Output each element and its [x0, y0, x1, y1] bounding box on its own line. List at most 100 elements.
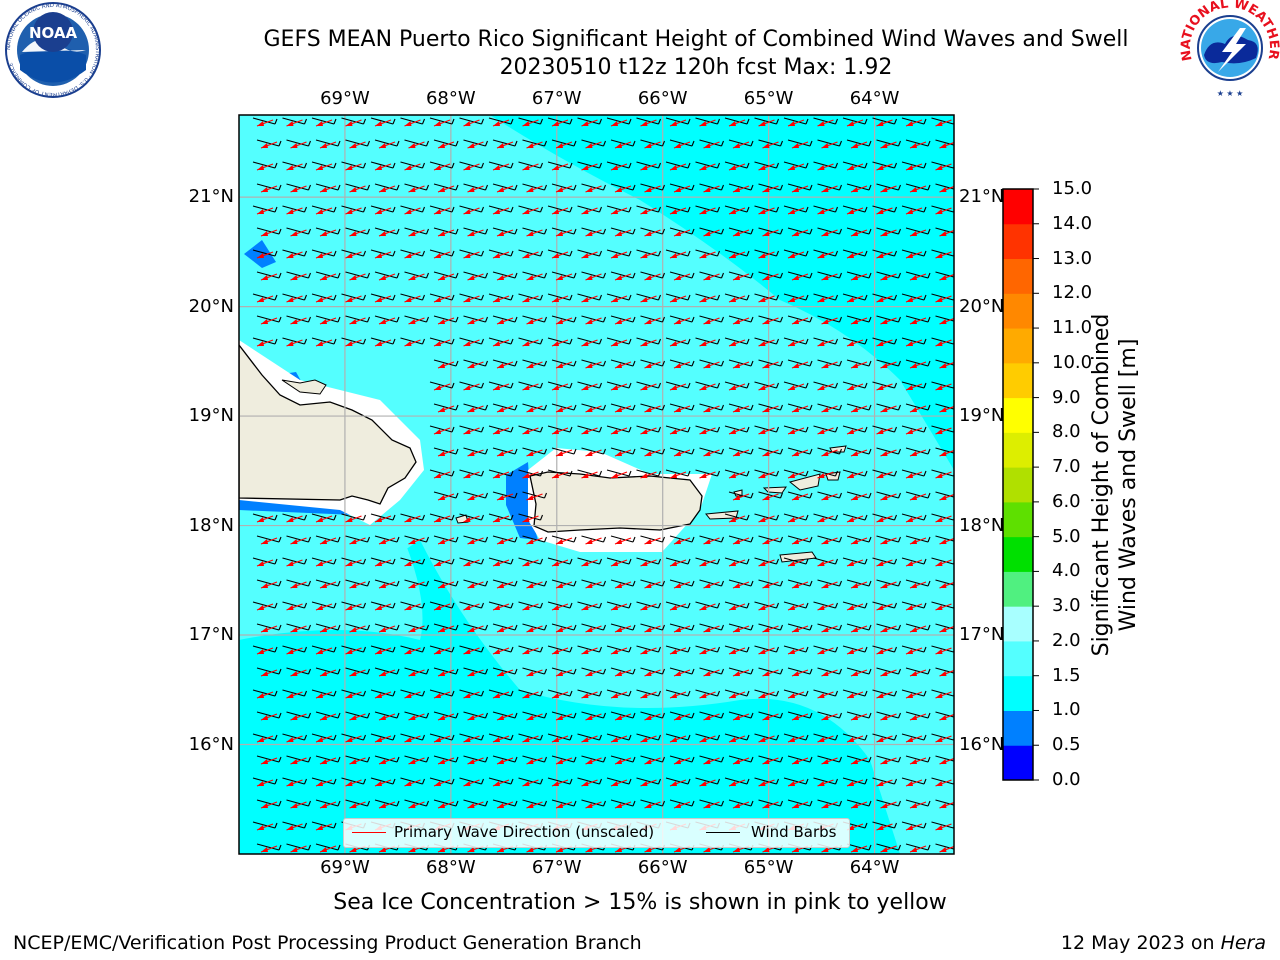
- vector-cell: [669, 359, 695, 369]
- vector-cell: [961, 118, 985, 126]
- vector-cell: [370, 557, 396, 567]
- vector-cell: [783, 645, 809, 655]
- vector-cell: [669, 799, 695, 809]
- vector-cell: [400, 205, 426, 215]
- colorbar-tick-8: 7.0: [1052, 456, 1081, 478]
- vector-cell: [640, 227, 666, 237]
- vector-cell: [931, 601, 954, 611]
- vector-cell: [315, 315, 341, 325]
- vector-cell: [547, 469, 573, 479]
- vector-cell: [610, 139, 636, 149]
- vector-cell: [282, 645, 308, 655]
- vector-cell: [488, 381, 514, 391]
- vector-cell: [286, 315, 312, 325]
- vector-cell: [961, 646, 985, 654]
- vector-cell: [252, 205, 278, 215]
- vector-cell: [459, 777, 485, 787]
- vector-cell: [695, 557, 721, 567]
- vector-cell: [669, 315, 695, 325]
- vector-cell: [961, 382, 985, 390]
- vector-cell: [846, 139, 872, 149]
- vector-cell: [518, 117, 544, 127]
- vector-cell: [699, 799, 725, 809]
- vector-cell: [872, 645, 898, 655]
- vector-cell: [935, 271, 954, 281]
- vector-cell: [311, 513, 337, 523]
- vector-cell: [965, 316, 989, 324]
- vector-cell: [315, 139, 341, 149]
- colorbar-tick-6: 9.0: [1052, 386, 1081, 408]
- vector-cell: [463, 491, 489, 501]
- vector-cell: [783, 601, 809, 611]
- vector-cell: [429, 733, 455, 743]
- colorbar-tick-3: 12.0: [1052, 282, 1093, 304]
- vector-cell: [610, 403, 636, 413]
- vector-cell: [577, 645, 603, 655]
- vector-cell: [518, 601, 544, 611]
- vector-cell: [636, 469, 662, 479]
- vector-cell: [813, 733, 839, 743]
- vector-cell: [492, 271, 518, 281]
- vector-cell: [965, 272, 989, 280]
- vector-cell: [872, 777, 898, 787]
- vector-cell: [256, 139, 282, 149]
- vector-cell: [606, 249, 632, 259]
- colorbar-label-line-1: Significant Height of Combined: [1089, 313, 1114, 657]
- vector-cell: [488, 469, 514, 479]
- vector-cell: [758, 447, 784, 457]
- vector-cell: [374, 139, 400, 149]
- vector-cell: [551, 359, 577, 369]
- colorbar-swatch-13: [1003, 293, 1033, 329]
- vector-cell: [965, 580, 989, 588]
- vector-cell: [724, 557, 750, 567]
- vector-cell: [488, 293, 514, 303]
- lon-tick-top-5: 64°W: [849, 88, 900, 109]
- vector-cell: [282, 777, 308, 787]
- lon-tick-top-3: 66°W: [637, 88, 688, 109]
- vector-cell: [315, 227, 341, 237]
- lat-tick-left-0: 21°N: [188, 186, 234, 208]
- vector-cell: [341, 337, 367, 347]
- vector-cell: [581, 535, 607, 545]
- vector-cell: [459, 557, 485, 567]
- vector-cell: [547, 425, 573, 435]
- vector-cell: [695, 689, 721, 699]
- vector-cell: [522, 403, 548, 413]
- vector-cell: [872, 337, 898, 347]
- vector-cell: [286, 139, 312, 149]
- vector-cell: [404, 183, 430, 193]
- vector-cell: [965, 668, 989, 676]
- vector-cell: [787, 359, 813, 369]
- vector-cell: [901, 161, 927, 171]
- vector-cell: [695, 777, 721, 787]
- vector-cell: [463, 623, 489, 633]
- vector-cell: [492, 183, 518, 193]
- vector-cell: [370, 645, 396, 655]
- vector-cell: [522, 799, 548, 809]
- vector-cell: [492, 403, 518, 413]
- vector-cell: [905, 711, 931, 721]
- vector-cell: [636, 733, 662, 743]
- vector-cell: [669, 183, 695, 193]
- vector-cell: [754, 601, 780, 611]
- vector-cell: [695, 381, 721, 391]
- vector-cell: [488, 337, 514, 347]
- vector-cell: [728, 491, 754, 501]
- vector-cell: [252, 645, 278, 655]
- vector-cell: [636, 425, 662, 435]
- wave-0p5-1m-patch: [244, 240, 276, 268]
- vector-cell: [282, 249, 308, 259]
- colorbar: [1002, 188, 1039, 781]
- vector-cell: [846, 711, 872, 721]
- vector-cell: [669, 579, 695, 589]
- vector-cell: [724, 689, 750, 699]
- colorbar-label-line-2: Wind Waves and Swell [m]: [1116, 338, 1141, 632]
- colorbar-swatch-11: [1003, 362, 1033, 399]
- vector-cell: [758, 535, 784, 545]
- vector-cell: [758, 403, 784, 413]
- vector-cell: [374, 799, 400, 809]
- vector-cell: [665, 381, 691, 391]
- vector-cell: [282, 337, 308, 347]
- vector-cell: [758, 183, 784, 193]
- vector-cell: [901, 601, 927, 611]
